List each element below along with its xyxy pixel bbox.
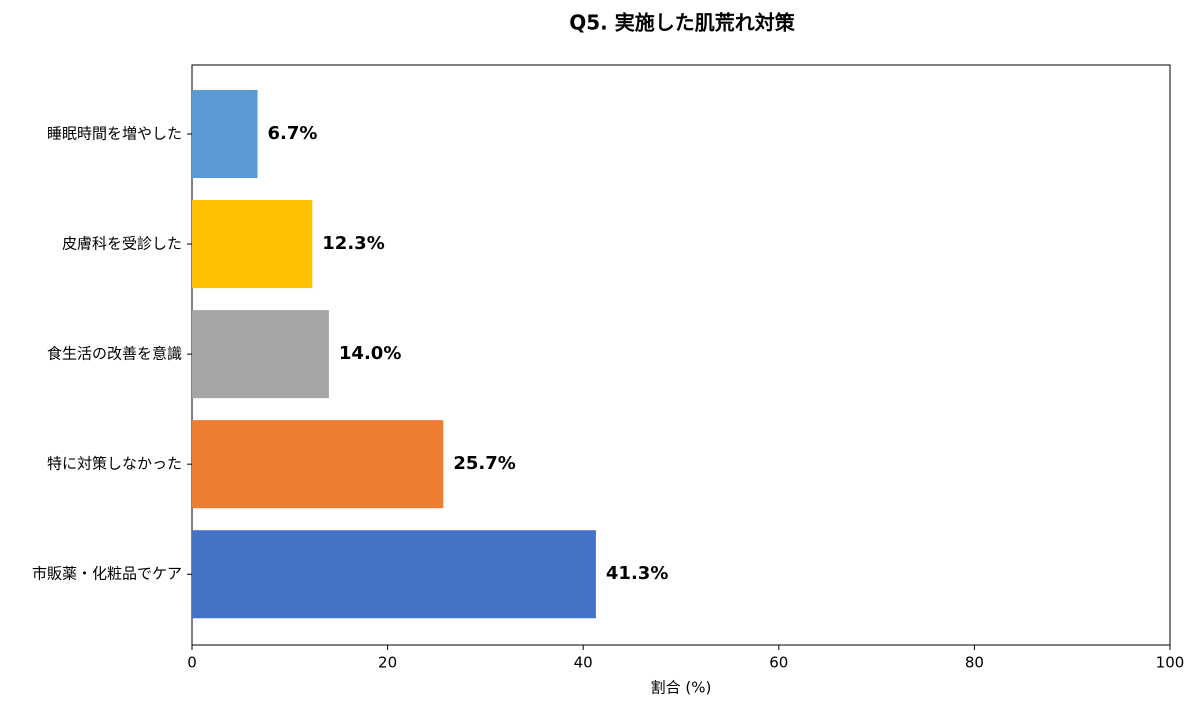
bar [192, 420, 444, 509]
x-tick-label: 60 [769, 654, 788, 672]
x-tick-label: 0 [187, 654, 197, 672]
y-tick-label: 食生活の改善を意識 [47, 345, 182, 363]
bar [192, 310, 329, 399]
y-tick-label: 特に対策しなかった [47, 455, 182, 473]
bar [192, 89, 258, 179]
y-tick-label: 睡眠時間を増やした [47, 125, 182, 143]
value-label: 25.7% [453, 453, 515, 474]
chart-title: Q5. 実施した肌荒れ対策 [569, 11, 795, 35]
x-tick-label: 40 [574, 654, 593, 672]
value-label: 41.3% [606, 563, 668, 584]
bar [192, 200, 313, 289]
x-axis-label: 割合 (%) [651, 679, 712, 697]
value-label: 12.3% [322, 233, 384, 254]
value-label: 14.0% [339, 343, 401, 364]
y-tick-label: 皮膚科を受診した [62, 235, 182, 253]
value-label: 6.7% [268, 123, 318, 144]
x-tick-label: 20 [378, 654, 397, 672]
x-tick-label: 100 [1156, 654, 1185, 672]
x-tick-label: 80 [965, 654, 984, 672]
bar [192, 530, 596, 619]
y-tick-label: 市販薬・化粧品でケア [32, 565, 182, 583]
